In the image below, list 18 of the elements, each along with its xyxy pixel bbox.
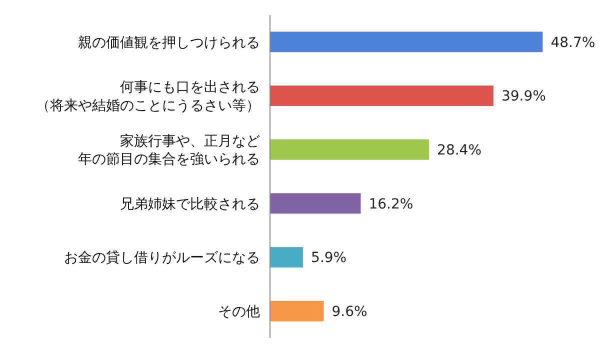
data-label: 48.7% <box>550 34 596 51</box>
bar <box>270 139 430 160</box>
data-label: 9.6% <box>332 304 368 320</box>
data-label: 39.9% <box>501 88 546 105</box>
bar <box>270 193 361 214</box>
y-tick-label: 家族行事や、正月など年の節目の集合を強いられる <box>78 133 260 168</box>
data-label: 28.4% <box>437 142 482 158</box>
y-tick-label: 何事にも口を出される（将来や結婚のことにうるさい等） <box>36 80 260 114</box>
bar <box>270 32 543 52</box>
y-tick-label: 兄弟姉妹で比較される <box>120 196 260 212</box>
bar <box>270 86 494 106</box>
y-tick-label: その他 <box>218 304 260 320</box>
bar <box>270 247 304 268</box>
data-label: 5.9% <box>311 250 347 266</box>
bar <box>270 300 324 322</box>
y-tick-label: お金の貸し借りがルーズになる <box>64 250 260 266</box>
y-tick-label: 親の価値観を押しつけられる <box>78 34 260 51</box>
data-label: 16.2% <box>368 196 414 212</box>
